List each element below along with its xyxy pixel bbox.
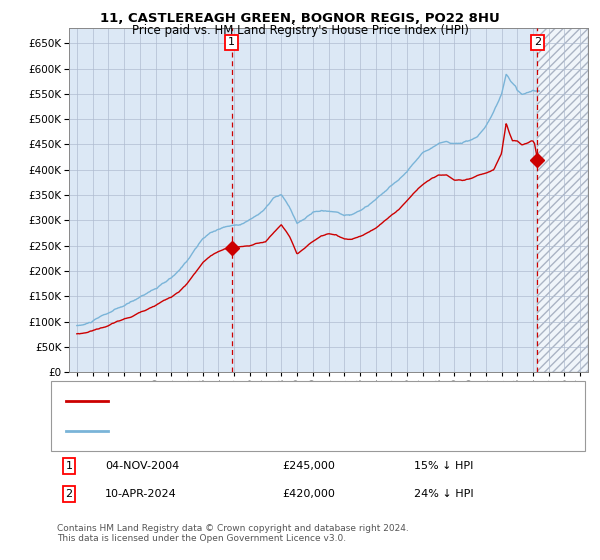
Text: £420,000: £420,000 (282, 489, 335, 499)
Text: 2: 2 (65, 489, 73, 499)
Text: This data is licensed under the Open Government Licence v3.0.: This data is licensed under the Open Gov… (57, 534, 346, 543)
Text: 24% ↓ HPI: 24% ↓ HPI (414, 489, 473, 499)
Bar (538, 28, 588, 372)
Text: 15% ↓ HPI: 15% ↓ HPI (414, 461, 473, 471)
Bar (538, 28, 588, 372)
Text: Contains HM Land Registry data © Crown copyright and database right 2024.: Contains HM Land Registry data © Crown c… (57, 524, 409, 533)
Text: 10-APR-2024: 10-APR-2024 (105, 489, 177, 499)
Text: 04-NOV-2004: 04-NOV-2004 (105, 461, 179, 471)
Text: 1: 1 (228, 38, 235, 48)
Text: £245,000: £245,000 (282, 461, 335, 471)
Text: 1: 1 (65, 461, 73, 471)
Text: HPI: Average price, detached house, Arun: HPI: Average price, detached house, Arun (114, 426, 332, 436)
Text: Price paid vs. HM Land Registry's House Price Index (HPI): Price paid vs. HM Land Registry's House … (131, 24, 469, 36)
Text: 2: 2 (534, 38, 541, 48)
Text: 11, CASTLEREAGH GREEN, BOGNOR REGIS, PO22 8HU (detached house): 11, CASTLEREAGH GREEN, BOGNOR REGIS, PO2… (114, 396, 491, 406)
Text: 11, CASTLEREAGH GREEN, BOGNOR REGIS, PO22 8HU: 11, CASTLEREAGH GREEN, BOGNOR REGIS, PO2… (100, 12, 500, 25)
